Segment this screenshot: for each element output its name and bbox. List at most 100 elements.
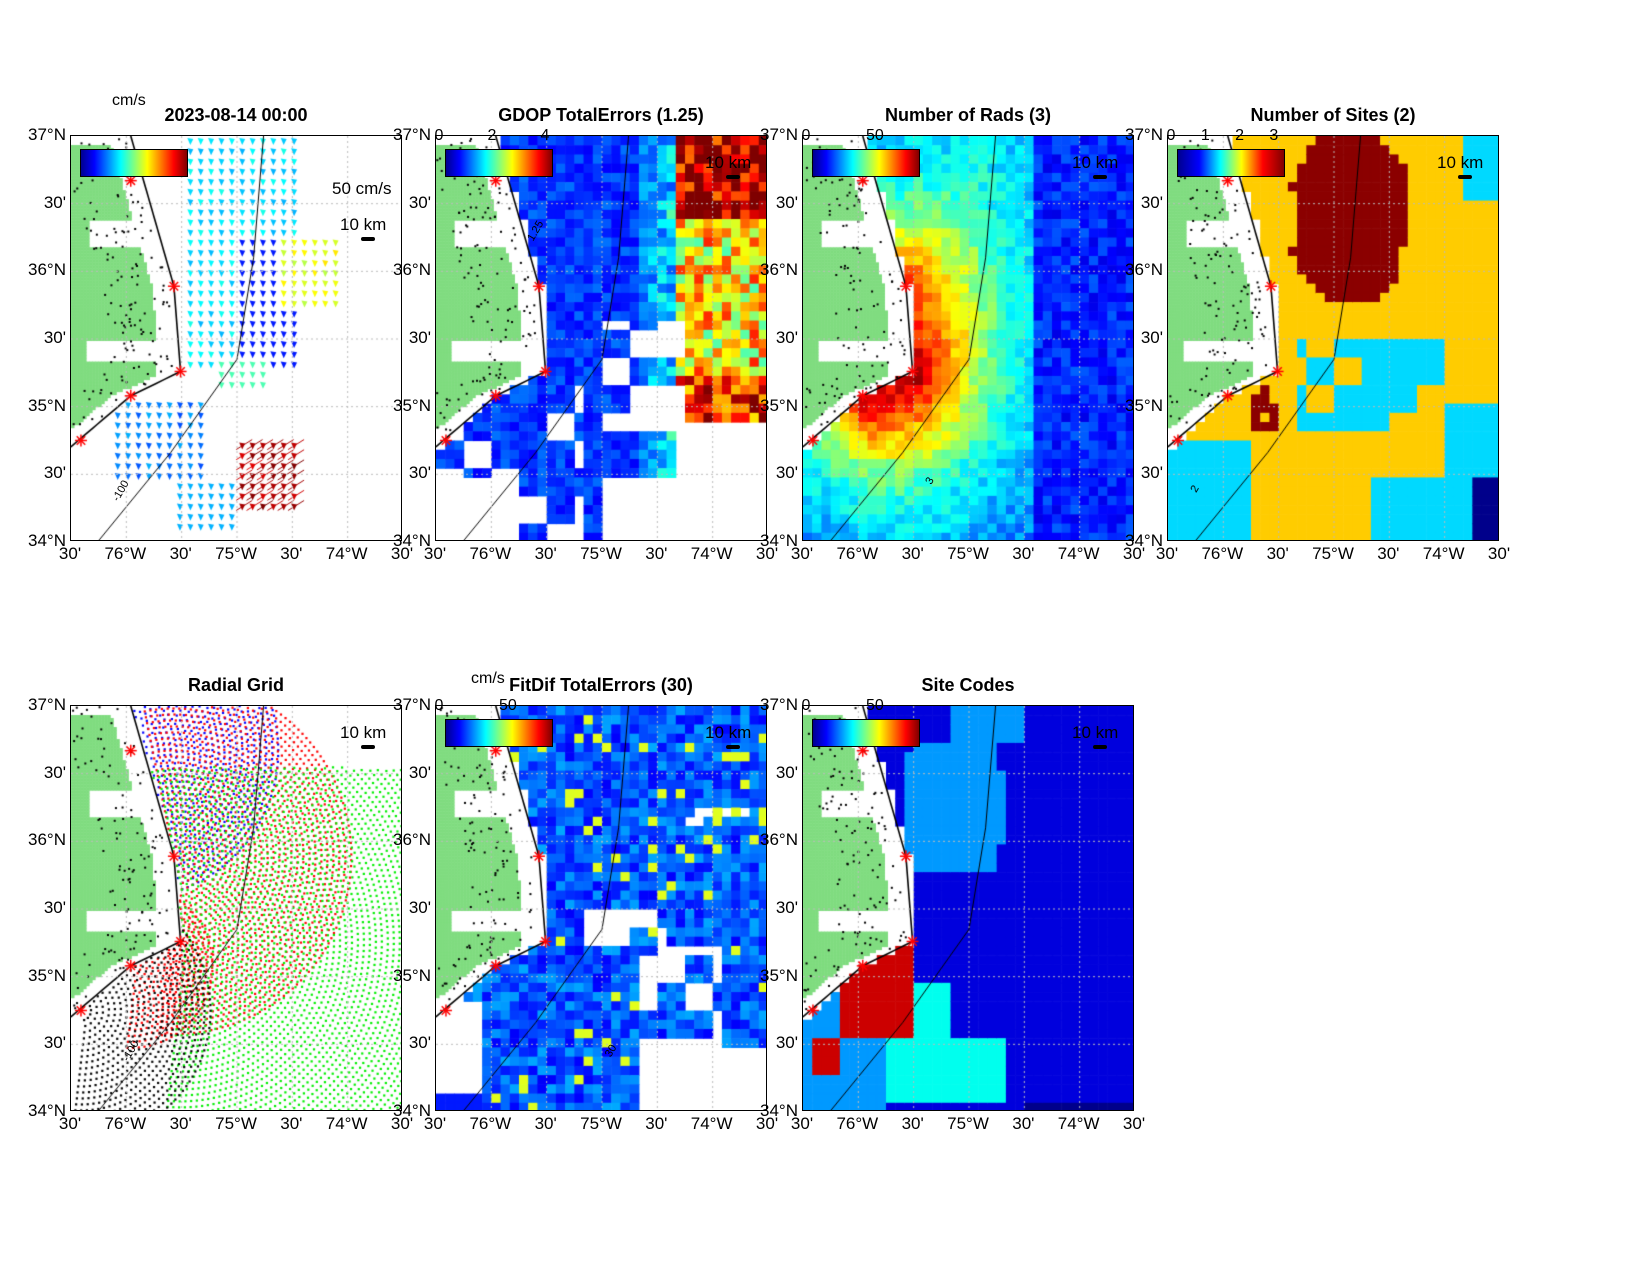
gdop-total-errors-panel: GDOP TotalErrors (1.25) 37°N 30' 36°N 30' 35°…: [393, 105, 778, 563]
x-tick-label: 30': [901, 1114, 924, 1133]
x-tick-label: 30': [423, 544, 447, 563]
colorbar-tick-label: 4: [540, 127, 550, 144]
y-tick-label: 34°N: [28, 531, 66, 550]
y-tick-label: 34°N: [393, 1101, 431, 1120]
panel-title: Number of Rads (3): [884, 105, 1052, 125]
x-tick-label: 75°W: [947, 544, 989, 563]
x-tick-label: 30': [645, 544, 668, 563]
scale-bar: [726, 175, 740, 179]
surface-currents-panel: 2023-08-14 00:00 37°N 30' 36°N 30' 35°N 30' 34°…: [28, 92, 413, 563]
colorbar-tick-label: 3: [1269, 127, 1279, 144]
colorbar-tick-label: 0: [801, 697, 811, 714]
x-tick-label: 30': [534, 544, 557, 563]
y-tick-label: 30': [775, 463, 798, 483]
colorbar-tick-label: 2: [487, 127, 497, 144]
y-tick-label: 30': [1140, 192, 1163, 212]
x-tick-label: 30': [390, 544, 414, 563]
panel-title: FitDif TotalErrors (30): [509, 675, 693, 695]
x-tick-label: 30': [645, 1114, 668, 1133]
x-tick-label: 76°W: [1201, 544, 1244, 563]
colorbar: [812, 149, 920, 177]
number-of-rads-panel: Number of Rads (3) 37°N 30' 36°N 30' 35°N 30' 3…: [760, 105, 1145, 563]
x-tick-label: 30': [280, 1114, 303, 1133]
y-tick-label: 36°N: [760, 260, 798, 280]
colorbar-tick-label: 50: [865, 127, 884, 144]
y-tick-label: 30': [408, 762, 431, 782]
colorbar-tick-label: 1: [1200, 127, 1210, 144]
x-tick-label: 76°W: [836, 1114, 879, 1133]
colorbar: [812, 719, 920, 747]
x-tick-label: 75°W: [580, 1114, 622, 1133]
panel-title: Number of Sites (2): [1250, 105, 1416, 125]
scale-bar: [1458, 175, 1472, 179]
y-tick-label: 30': [775, 328, 798, 347]
scale-bar: [361, 237, 375, 241]
x-tick-label: 30': [1012, 544, 1035, 563]
y-tick-label: 34°N: [393, 531, 431, 550]
site-codes-panel: Site Codes 37°N 30' 36°N 30' 35°N 30' 34°N 30' 76…: [760, 675, 1145, 1133]
x-tick-label: 76°W: [104, 1114, 147, 1133]
colorbar-tick-label: 0: [801, 127, 811, 144]
y-tick-label: 30': [408, 192, 431, 212]
y-tick-label: 30': [408, 463, 431, 483]
colorbar-tick-label: 50: [865, 697, 884, 714]
scale-bar-label: 10 km: [1437, 153, 1484, 172]
map-axes: [70, 135, 402, 541]
map-axes: [1167, 135, 1499, 541]
y-tick-label: 30': [775, 192, 798, 212]
y-tick-label: 34°N: [760, 531, 798, 550]
x-tick-label: 30': [790, 544, 814, 563]
map-heatmap: [803, 706, 1133, 1110]
x-tick-label: 74°W: [690, 1114, 733, 1133]
y-tick-label: 30': [43, 1033, 66, 1053]
colorbar-tick-label: 0: [1166, 127, 1176, 144]
map-heatmap: [436, 136, 766, 540]
x-tick-label: 75°W: [215, 1114, 257, 1133]
colorbar-tick-label: 2: [1235, 127, 1244, 144]
x-tick-label: 74°W: [325, 1114, 368, 1133]
radial-grid-panel: Radial Grid 37°N 30' 36°N 30' 35°N 30' 34°N 30' 7…: [28, 675, 413, 1133]
y-tick-label: 36°N: [760, 830, 798, 850]
panel-title: Radial Grid: [187, 675, 285, 695]
x-tick-label: 30': [58, 1114, 82, 1133]
x-tick-label: 30': [169, 1114, 192, 1133]
y-tick-label: 35°N: [393, 395, 431, 415]
y-tick-label: 37°N: [760, 695, 798, 714]
y-tick-label: 30': [408, 898, 431, 917]
y-tick-label: 30': [408, 328, 431, 347]
x-tick-label: 30': [169, 544, 192, 563]
x-tick-label: 30': [1266, 544, 1289, 563]
y-tick-label: 35°N: [760, 395, 798, 415]
x-tick-label: 74°W: [325, 544, 368, 563]
scale-bar-label: 10 km: [1072, 153, 1119, 172]
map-axes: [435, 135, 767, 541]
x-tick-label: 30': [1122, 544, 1146, 563]
x-tick-label: 30': [1487, 544, 1511, 563]
number-of-sites-panel: Number of Sites (2) 37°N 30' 36°N 30' 35°N 30'…: [1125, 105, 1510, 563]
y-tick-label: 30': [43, 192, 66, 212]
scale-bar-label: 10 km: [340, 723, 387, 742]
scale-bar-label: 10 km: [705, 723, 752, 742]
panel-title: Site Codes: [921, 675, 1015, 695]
x-tick-label: 75°W: [1312, 544, 1354, 563]
colorbar: [445, 719, 553, 747]
colorbar: [80, 149, 188, 177]
y-tick-label: 36°N: [1125, 260, 1163, 280]
y-tick-label: 37°N: [1125, 125, 1163, 144]
map-heatmap: [1168, 136, 1498, 540]
y-tick-label: 36°N: [393, 830, 431, 850]
x-tick-label: 74°W: [1057, 544, 1100, 563]
y-tick-label: 30': [43, 463, 66, 483]
y-tick-label: 30': [775, 898, 798, 917]
y-tick-label: 36°N: [393, 260, 431, 280]
map-axes: [435, 705, 767, 1111]
scale-bar: [361, 745, 375, 749]
y-tick-label: 30': [408, 1033, 431, 1053]
map-heatmap: [436, 706, 766, 1110]
y-tick-label: 37°N: [760, 125, 798, 144]
y-tick-label: 30': [43, 898, 66, 917]
y-tick-label: 37°N: [393, 695, 431, 714]
map-axes: [802, 705, 1134, 1111]
x-tick-label: 30': [790, 1114, 814, 1133]
